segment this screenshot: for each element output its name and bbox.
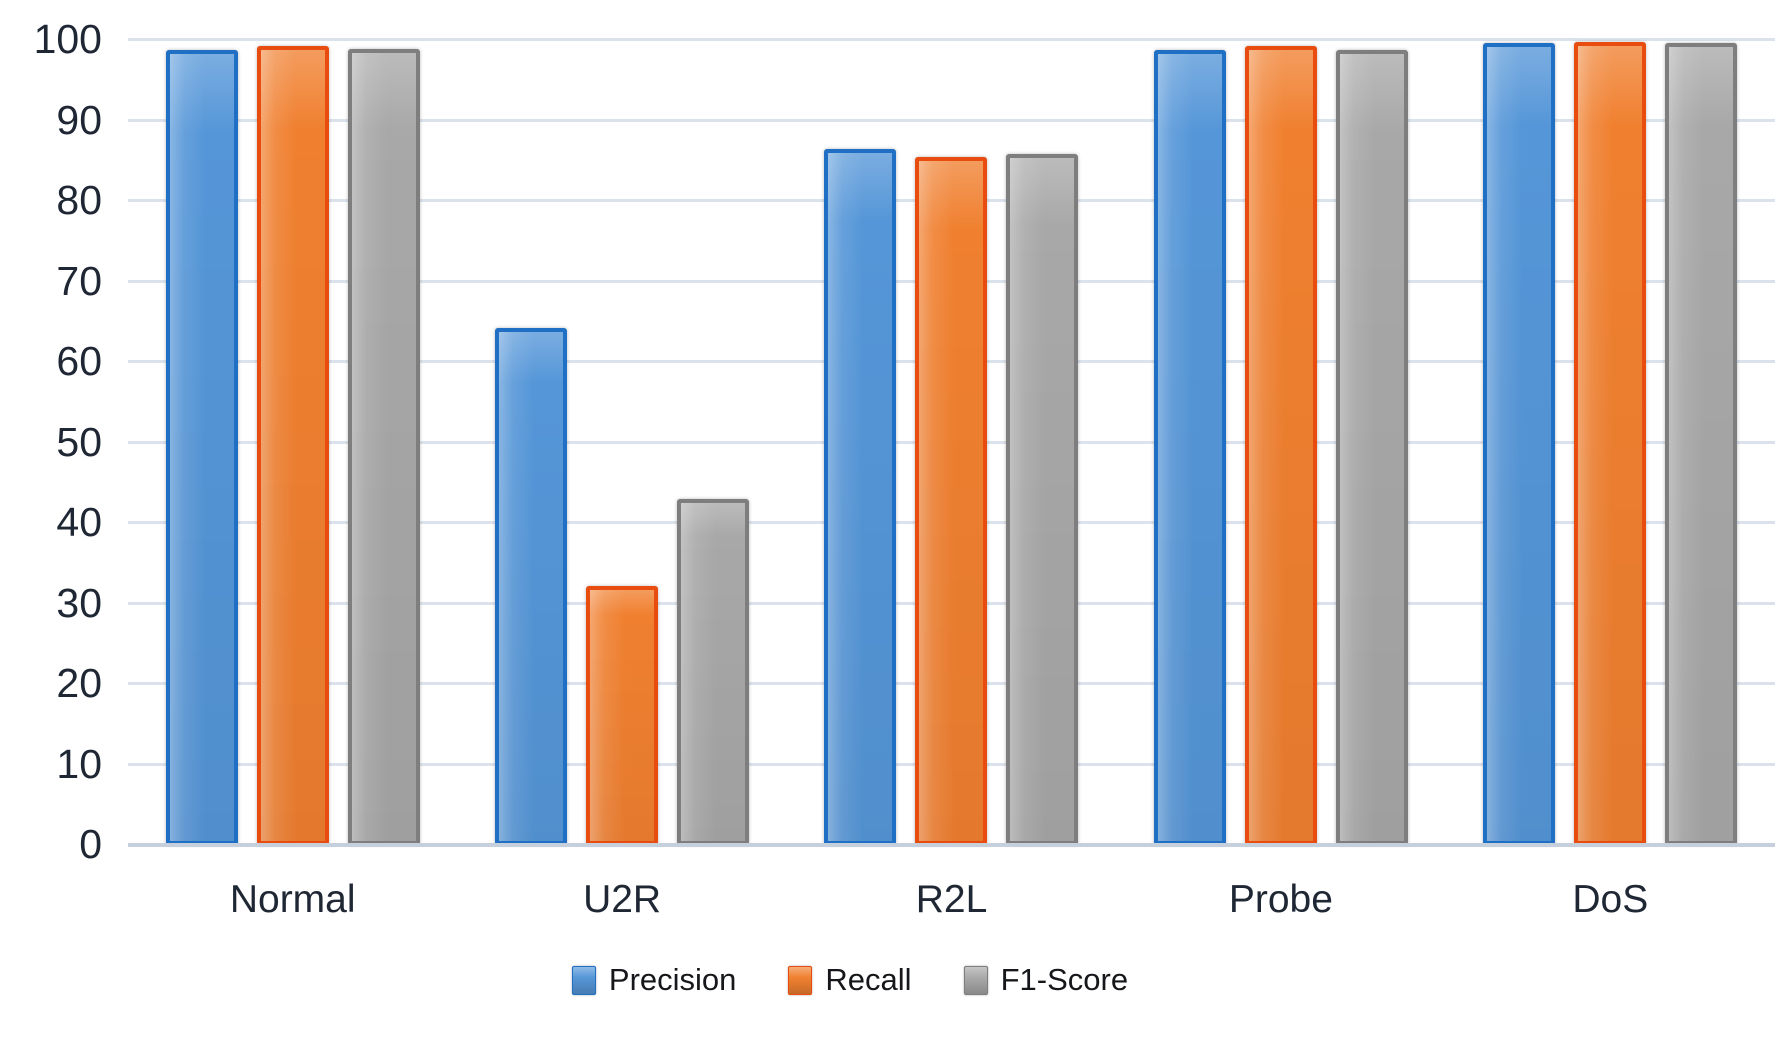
- bar-group-r2l: [787, 149, 1116, 845]
- bar-group-normal: [128, 45, 457, 845]
- legend-label-f1-score: F1-Score: [1000, 962, 1129, 997]
- gridline: [128, 38, 1775, 41]
- bar-precision-u2r: [495, 328, 568, 845]
- bar-f1-score-probe: [1335, 49, 1408, 845]
- bar-recall-dos: [1574, 42, 1647, 845]
- bar-precision-r2l: [824, 149, 897, 845]
- y-tick-label: 20: [56, 660, 102, 706]
- legend-swatch-recall: [788, 965, 813, 995]
- y-tick-label: 60: [56, 338, 102, 384]
- bar-f1-score-r2l: [1006, 153, 1079, 845]
- y-tick-label: 10: [56, 740, 102, 787]
- bar-recall-probe: [1244, 46, 1317, 845]
- y-tick-label: 0: [79, 821, 102, 867]
- legend-item-recall: Recall: [788, 962, 912, 998]
- x-tick-label-probe: Probe: [1228, 878, 1333, 921]
- bar-recall-u2r: [586, 585, 659, 845]
- legend-item-f1-score: F1-Score: [963, 962, 1129, 998]
- legend: Precision Recall F1-Score: [0, 962, 1700, 998]
- x-tick-label-dos: DoS: [1572, 878, 1649, 921]
- y-tick-label: 30: [56, 579, 102, 626]
- legend-label-recall: Recall: [825, 962, 912, 997]
- plot-area: [128, 38, 1775, 847]
- bar-group-u2r: [457, 328, 786, 845]
- y-tick-label: 80: [56, 177, 102, 223]
- bar-recall-r2l: [915, 156, 988, 845]
- bar-precision-normal: [165, 49, 238, 845]
- x-tick-label-normal: Normal: [229, 878, 356, 921]
- bar-f1-score-dos: [1665, 43, 1738, 845]
- bar-f1-score-u2r: [677, 498, 750, 845]
- legend-swatch-f1-score: [963, 965, 988, 995]
- y-tick-label: 90: [56, 96, 102, 143]
- y-tick-label: 50: [56, 418, 102, 465]
- bar-precision-dos: [1483, 43, 1556, 845]
- legend-item-precision: Precision: [571, 962, 737, 998]
- y-tick-label: 70: [56, 257, 102, 304]
- legend-swatch-precision: [571, 965, 596, 995]
- y-tick-label: 100: [33, 16, 102, 62]
- bar-group-probe: [1116, 46, 1445, 845]
- bar-f1-score-normal: [347, 48, 420, 845]
- bar-precision-probe: [1153, 49, 1226, 845]
- bar-recall-normal: [256, 45, 329, 845]
- legend-label-precision: Precision: [608, 962, 737, 997]
- x-axis-line: [128, 843, 1775, 847]
- y-tick-label: 40: [56, 499, 102, 545]
- bar-group-dos: [1446, 42, 1775, 845]
- x-tick-label-u2r: U2R: [583, 878, 662, 921]
- gridline: [128, 118, 1775, 122]
- x-tick-label-r2l: R2L: [915, 878, 988, 921]
